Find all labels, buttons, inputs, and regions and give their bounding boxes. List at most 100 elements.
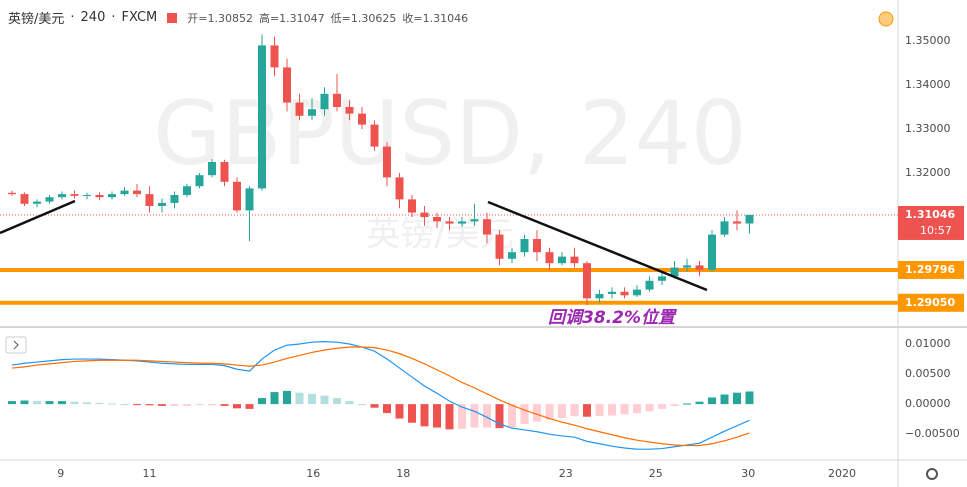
ohlc-label: 高= — [258, 11, 280, 25]
histogram-bar — [283, 390, 291, 405]
histogram-bar — [533, 404, 541, 422]
candle-body — [395, 177, 404, 200]
y-tick-label: 0.01000 — [905, 337, 951, 350]
histogram-bar — [145, 404, 154, 406]
histogram-bar — [233, 404, 241, 409]
histogram-bar — [220, 404, 229, 406]
candle-body — [345, 106, 354, 114]
histogram-bar — [720, 394, 729, 405]
candle-body — [458, 221, 466, 224]
histogram-bar — [633, 404, 641, 414]
countdown: 10:57 — [920, 224, 952, 237]
histogram-bar — [308, 393, 316, 405]
histogram-bar — [470, 404, 479, 428]
x-tick-label: 2020 — [828, 467, 856, 480]
candle-body — [383, 146, 391, 178]
histogram-bar — [645, 404, 654, 412]
histogram-bar — [708, 397, 716, 405]
candle-body — [308, 109, 316, 116]
candle-body — [358, 113, 366, 125]
collapse-button[interactable] — [5, 336, 27, 354]
candle-body — [470, 219, 479, 222]
candle-body — [320, 93, 329, 110]
trendline[interactable] — [487, 200, 708, 292]
histogram-bar — [320, 395, 329, 405]
candle-body — [733, 221, 741, 224]
ohlc-label: 收= — [402, 11, 423, 25]
candle-body — [95, 194, 104, 198]
histogram-bar — [270, 392, 279, 405]
y-tick-label: 0.00000 — [905, 397, 951, 410]
histogram-bar — [333, 398, 341, 405]
candle-body — [83, 194, 91, 196]
histogram-bar — [570, 404, 579, 417]
candle-body — [620, 291, 629, 296]
candle-body — [433, 216, 441, 222]
candle-body — [595, 293, 604, 299]
candle-body — [633, 289, 641, 296]
histogram-bar — [133, 404, 141, 406]
legend-header: 英镑/美元 · 240 · FXCM 开=1.30852 高=1.31047 低=1.3… — [8, 10, 469, 27]
histogram-bar — [445, 404, 454, 430]
trendline[interactable] — [0, 199, 76, 235]
histogram-bar — [520, 404, 529, 424]
settings-icon[interactable] — [926, 468, 938, 480]
histogram-bar — [20, 400, 29, 405]
histogram-bar — [558, 404, 566, 418]
candle-body — [283, 67, 291, 103]
histogram-bar — [33, 401, 41, 405]
candle-body — [683, 265, 691, 268]
histogram-bar — [433, 404, 441, 428]
collapse-icon — [13, 340, 19, 350]
candle-body — [295, 102, 304, 116]
alert-icon[interactable] — [878, 11, 894, 27]
ohlc-value: 1.30852 — [207, 11, 253, 25]
candle-body — [33, 201, 41, 204]
histogram-bar — [483, 404, 491, 428]
candle-body — [158, 202, 166, 206]
candle-body — [233, 181, 241, 211]
x-tick-label: 23 — [559, 467, 573, 480]
candle-body — [145, 194, 154, 206]
interval: 240 — [80, 10, 106, 25]
histogram-bar — [358, 404, 366, 406]
histogram-bar — [733, 392, 741, 405]
histogram-bar — [620, 404, 629, 415]
candle-body — [545, 252, 554, 264]
candle-body — [508, 252, 516, 259]
level-label: 1.29050 — [905, 296, 955, 309]
last-price-tag — [898, 205, 964, 240]
histogram-bar — [745, 391, 754, 405]
histogram-bar — [258, 398, 266, 405]
ohlc-item: 收=1.31046 — [402, 10, 468, 26]
histogram-bar — [370, 404, 379, 408]
candle-body — [695, 265, 704, 270]
level-tag — [898, 293, 964, 312]
histogram-bar — [183, 404, 191, 406]
macd-pane: 0.01000 0.00500 0.00000 −0.00500 — [8, 337, 960, 450]
candle-body — [708, 234, 716, 270]
flag-icon[interactable] — [167, 12, 178, 23]
candle-body — [608, 291, 616, 294]
ohlc-item: 高=1.31047 — [259, 10, 325, 26]
x-tick-label: 30 — [741, 467, 755, 480]
histogram-bar — [420, 404, 429, 427]
macd-line — [11, 341, 750, 450]
candle-body — [745, 214, 754, 224]
histogram-bar — [658, 404, 666, 409]
last-price-label: 1.31046 — [905, 208, 955, 221]
ohlc-label: 低= — [330, 11, 351, 25]
candle-body — [583, 263, 591, 299]
histogram-bar — [45, 401, 54, 405]
histogram-bar — [345, 401, 354, 405]
candle-body — [20, 194, 29, 204]
y-tick-label: 1.33000 — [905, 122, 951, 135]
histogram-bar — [683, 403, 691, 405]
ohlc-label: 开= — [187, 11, 208, 25]
candle-body — [108, 194, 116, 198]
histogram-bar — [208, 404, 216, 406]
candle-body — [208, 161, 216, 176]
candle-body — [195, 175, 204, 187]
candle-body — [483, 219, 491, 235]
